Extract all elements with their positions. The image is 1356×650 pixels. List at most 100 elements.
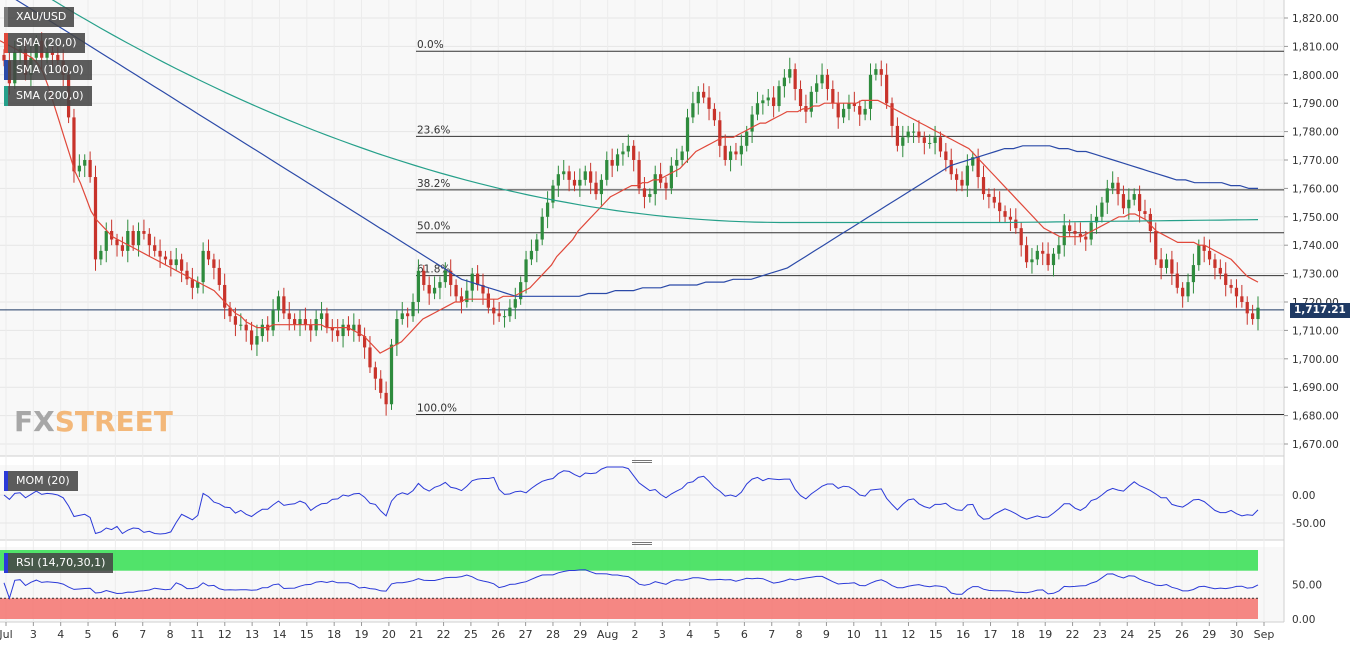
candle-body	[432, 287, 437, 294]
x-tick-label: 22	[1066, 628, 1080, 641]
sma20-legend[interactable]: SMA (20,0)	[4, 33, 85, 53]
candle-body	[158, 250, 162, 257]
rsi-tick-label: 0.00	[1292, 614, 1315, 626]
x-tick-label: 30	[1230, 628, 1244, 641]
candle-body	[136, 231, 141, 246]
rsi-legend[interactable]: RSI (14,70,30,1)	[4, 553, 114, 573]
candle-body	[373, 367, 377, 379]
candle-body	[1207, 250, 1212, 260]
candle-body	[610, 160, 614, 166]
candle-body	[960, 179, 964, 186]
candle-body	[562, 171, 566, 175]
y-tick-label: 1,770.00	[1292, 155, 1339, 167]
candle-body	[185, 270, 189, 280]
candle-body	[255, 336, 259, 345]
mom-tick-label: 0.00	[1292, 490, 1315, 502]
candle-body	[535, 239, 539, 251]
candle-body	[632, 145, 636, 160]
current-price-label: 1,717.21	[1294, 304, 1346, 316]
candle-body	[427, 284, 431, 294]
candle-body	[1234, 287, 1239, 297]
candle-body	[174, 259, 178, 266]
candle-body	[917, 131, 921, 138]
candle-body	[212, 259, 216, 268]
candle-body	[45, 52, 49, 58]
fibonacci-label: 23.6%	[417, 124, 450, 136]
candle-body	[508, 307, 512, 317]
candle-body	[718, 120, 722, 146]
x-tick-label: 15	[300, 628, 314, 641]
candle-body	[400, 313, 404, 320]
candle-body	[298, 319, 302, 325]
candle-body	[287, 313, 291, 320]
mom-pane-resize-handle[interactable]	[632, 460, 652, 463]
candle-body	[411, 302, 415, 317]
current-price-badge: 1,717.21	[1290, 303, 1350, 318]
sma100-legend[interactable]: SMA (100,0)	[4, 60, 92, 80]
candle-body	[1154, 231, 1158, 260]
candle-body	[906, 131, 910, 138]
x-tick-label: 25	[464, 628, 478, 641]
sma200-legend[interactable]: SMA (200,0)	[4, 86, 92, 106]
candle-body	[1041, 250, 1045, 254]
symbol-label: XAU/USD	[16, 10, 67, 23]
rsi-line	[3, 569, 1259, 600]
candle-body	[1175, 273, 1179, 288]
candle-body	[922, 137, 926, 143]
candle-body	[395, 319, 399, 345]
candle-body	[362, 336, 367, 348]
candle-body	[449, 270, 453, 285]
candle-body	[954, 174, 959, 180]
candle-body	[1030, 259, 1034, 263]
x-tick-label: 3	[659, 628, 666, 641]
mom-legend[interactable]: MOM (20)	[4, 471, 78, 491]
candle-body	[1197, 245, 1201, 266]
candle-body	[163, 256, 168, 260]
candle-body	[712, 108, 717, 121]
candle-body	[1240, 296, 1244, 302]
candle-body	[1127, 199, 1131, 209]
x-tick-label: 21	[409, 628, 423, 641]
candle-body	[1094, 216, 1099, 223]
y-tick-label: 1,730.00	[1292, 269, 1339, 281]
candle-body	[142, 231, 146, 234]
y-tick-label: 1,750.00	[1292, 212, 1339, 224]
x-tick-label: 20	[382, 628, 396, 641]
candle-body	[578, 179, 582, 186]
y-tick-label: 1,670.00	[1292, 439, 1339, 451]
candle-body	[1245, 302, 1249, 314]
x-tick-label: 25	[1148, 628, 1162, 641]
candle-body	[223, 284, 227, 308]
candle-body	[147, 233, 151, 246]
x-tick-label: 3	[30, 628, 37, 641]
rsi-pane-resize-handle[interactable]	[632, 542, 652, 545]
candle-body	[653, 174, 657, 195]
rsi-swatch	[4, 553, 8, 573]
candle-body	[497, 313, 501, 317]
x-tick-label: 11	[874, 628, 888, 641]
candle-body	[702, 91, 706, 98]
candle-body	[761, 100, 765, 104]
candle-body	[1046, 253, 1050, 266]
candle-body	[987, 194, 991, 197]
mom-pane-background	[0, 465, 1284, 540]
x-tick-label: 24	[1120, 628, 1134, 641]
x-tick-label: 28	[546, 628, 560, 641]
sma100-line	[15, 0, 1258, 297]
candle-body	[201, 250, 205, 283]
y-tick-label: 1,810.00	[1292, 41, 1339, 53]
candle-body	[228, 307, 232, 317]
candle-body	[675, 160, 679, 166]
candle-body	[126, 231, 130, 251]
symbol-legend[interactable]: XAU/USD	[4, 7, 75, 27]
rsi-tick-label: 50.00	[1292, 580, 1322, 592]
candle-body	[637, 160, 641, 189]
candle-body	[368, 347, 372, 368]
x-tick-label: 4	[686, 628, 693, 641]
sma200-line	[51, 0, 1259, 224]
sma20-label: SMA (20,0)	[16, 36, 77, 49]
x-tick-label: 16	[956, 628, 970, 641]
candle-body	[1224, 273, 1228, 285]
candle-body	[567, 171, 571, 180]
